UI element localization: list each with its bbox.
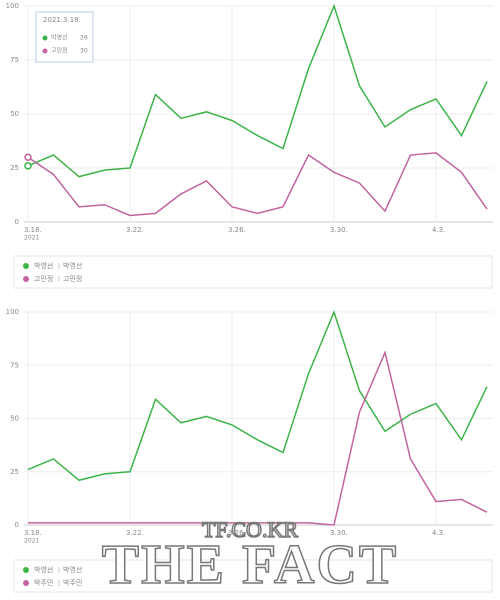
y-tick-label: 100 [6, 308, 19, 316]
x-tick-label: 3.18. [24, 529, 42, 537]
legend-marker [23, 263, 29, 269]
legend-marker [23, 276, 29, 282]
series-line [27, 152, 488, 217]
hover-point [24, 153, 32, 161]
x-sublabel: 2021 [24, 538, 39, 545]
series-line [27, 3, 488, 178]
legend-marker [23, 567, 29, 573]
legend-label: 박주민 [34, 578, 53, 587]
series-line [27, 309, 488, 482]
y-tick-label: 75 [10, 361, 19, 369]
x-tick-label: 3.30. [330, 226, 348, 234]
tooltip-marker [42, 35, 48, 41]
x-tick-label: 4.3. [432, 529, 445, 537]
tooltip-name: 고민정 [51, 47, 68, 55]
y-tick-label: 50 [10, 110, 19, 118]
legend-label: 박영선 [34, 261, 53, 270]
x-tick-label: 3.30. [330, 529, 348, 537]
y-tick-label: 0 [15, 218, 19, 226]
x-tick-label: 3.26. [228, 226, 246, 234]
y-tick-label: 100 [6, 2, 19, 10]
legend-detail: 박영선 [63, 565, 82, 574]
y-tick-label: 25 [10, 468, 19, 476]
x-tick-label: 3.18. [24, 226, 42, 234]
y-tick-label: 50 [10, 415, 19, 423]
tooltip-title: 2021.3.18. [43, 16, 81, 24]
tooltip-name: 박영선 [51, 34, 68, 42]
legend-label: 박영선 [34, 565, 53, 574]
legend-label: 고민정 [34, 274, 53, 283]
tooltip-value: 26 [80, 35, 88, 42]
y-tick-label: 75 [10, 56, 19, 64]
y-tick-label: 25 [10, 164, 19, 172]
x-sublabel: 2021 [24, 235, 39, 242]
watermark: THE FACT [101, 533, 399, 597]
x-tick-label: 3.22. [126, 226, 144, 234]
legend-detail: 고민정 [63, 274, 82, 283]
series-line [28, 350, 488, 526]
tooltip-value: 30 [80, 48, 88, 55]
legend-detail: 박영선 [63, 261, 82, 270]
x-tick-label: 4.3. [432, 226, 445, 234]
legend-detail: 박주민 [63, 578, 82, 587]
legend-box [13, 559, 493, 593]
y-tick-label: 0 [15, 521, 19, 529]
legend-marker [23, 580, 29, 586]
tooltip-marker [42, 48, 48, 54]
watermark-site: TF.CO.KR [201, 516, 299, 543]
legend-box [13, 255, 493, 289]
hover-point [24, 162, 32, 170]
x-tick-label: 3.22. [126, 529, 144, 537]
x-tick-label: 3.26. [228, 529, 246, 537]
